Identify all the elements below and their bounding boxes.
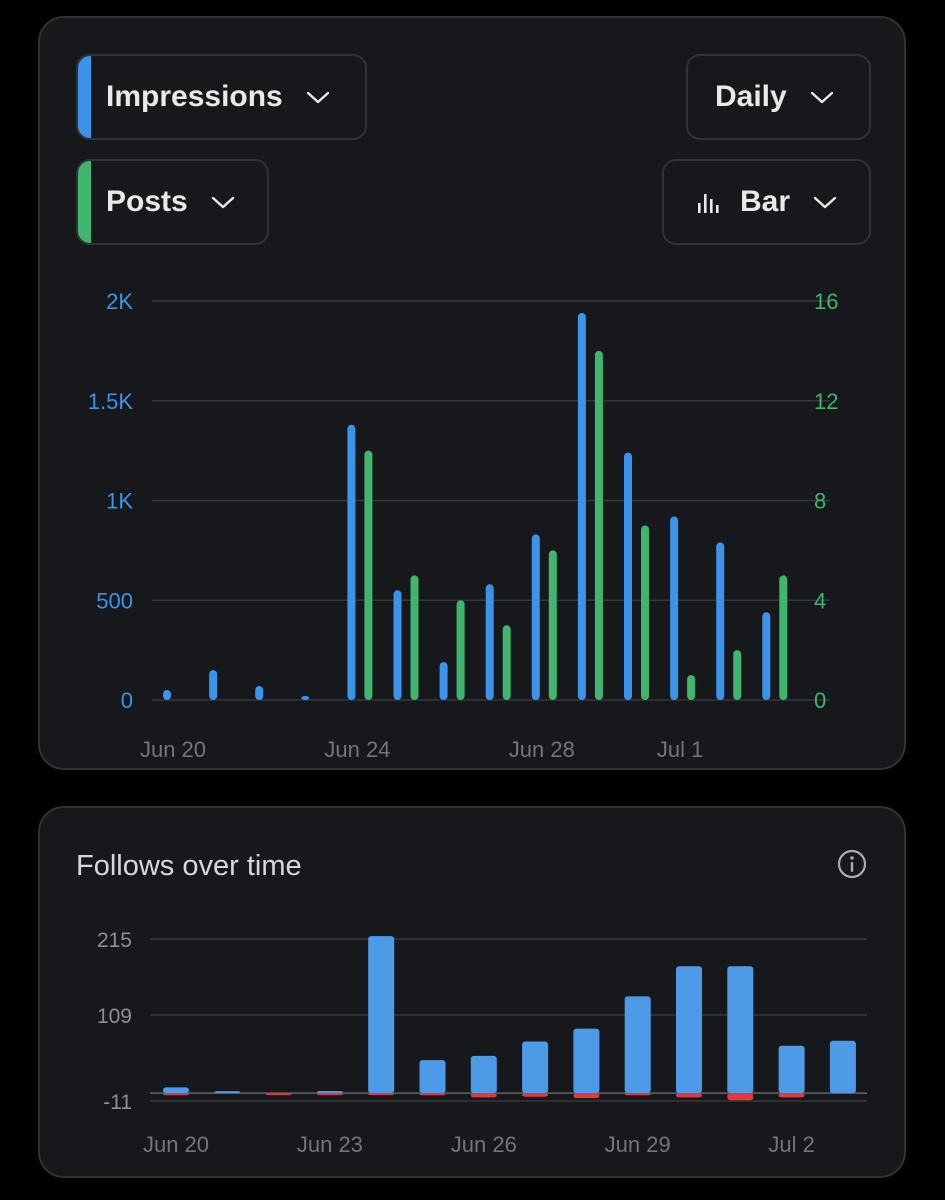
follows-bar — [676, 966, 702, 1094]
unfollows-bar — [368, 1093, 395, 1096]
x-axis-tick-label: Jun 20 — [140, 737, 206, 762]
x-axis-tick-label: Jun 29 — [605, 1132, 671, 1157]
impressions-bar — [255, 686, 264, 700]
posts-bar — [502, 625, 511, 700]
follows-chart: -11 109 215 Jun 20 Jun 23 Jun 26 Jun 29 Jul 2 — [97, 929, 867, 1157]
follows-bar — [368, 936, 395, 1094]
unfollows-bar — [163, 1093, 189, 1096]
x-axis-tick-label: Jul 1 — [657, 737, 703, 762]
metric1-color-swatch — [78, 56, 91, 138]
left-axis-tick-label: 2K — [106, 289, 133, 314]
impressions-bar — [762, 612, 771, 700]
x-axis-tick-label: Jul 2 — [768, 1132, 814, 1157]
impressions-bar — [531, 534, 540, 700]
impressions-bar — [624, 452, 632, 700]
impressions-bar — [670, 516, 679, 700]
follows-bar — [470, 1055, 497, 1094]
metric2-label: Posts — [106, 185, 188, 218]
chevron-down-icon — [305, 84, 331, 110]
follows-bar — [778, 1045, 805, 1094]
follows-bar — [522, 1041, 549, 1094]
impressions-bar — [577, 312, 586, 700]
unfollows-bar — [573, 1093, 600, 1099]
posts-bar — [779, 575, 788, 700]
impressions-bar — [347, 424, 356, 700]
metric1-label: Impressions — [106, 80, 283, 113]
unfollows-bar — [265, 1093, 292, 1096]
right-axis-tick-label: 12 — [814, 389, 838, 414]
impressions-bar — [716, 542, 725, 700]
unfollows-bar — [522, 1093, 549, 1097]
posts-bar — [456, 600, 465, 700]
right-axis-tick-label: 4 — [814, 588, 826, 613]
chevron-down-icon — [210, 189, 236, 215]
posts-bar — [641, 525, 649, 700]
x-axis-tick-label: Jun 26 — [451, 1132, 517, 1157]
impressions-bar — [209, 670, 218, 700]
chart-type-label: Bar — [740, 185, 791, 218]
period-label: Daily — [715, 80, 787, 113]
left-axis-tick-label: 0 — [121, 688, 133, 713]
unfollows-bar — [624, 1093, 651, 1096]
x-axis-tick-label: Jun 20 — [143, 1132, 209, 1157]
unfollows-bar — [727, 1093, 754, 1101]
left-axis-tick-label: 1K — [106, 489, 133, 514]
follows-card: Follows over time -11 109 215 Jun 20 Jun 23 J… — [38, 806, 906, 1178]
metric2-dropdown[interactable]: Posts — [76, 159, 269, 245]
unfollows-bar — [676, 1093, 702, 1098]
x-axis-tick-label: Jun 23 — [297, 1132, 363, 1157]
posts-bar — [594, 350, 603, 700]
chevron-down-icon — [812, 189, 838, 215]
unfollows-bar — [778, 1093, 805, 1098]
impressions-bar — [439, 662, 448, 700]
y-axis-tick-label: 215 — [97, 929, 132, 952]
chart-type-dropdown[interactable]: Bar — [662, 159, 871, 245]
info-icon[interactable] — [836, 848, 868, 880]
metric1-dropdown[interactable]: Impressions — [76, 54, 367, 140]
posts-bar — [364, 450, 373, 700]
chevron-down-icon — [809, 84, 835, 110]
follows-bar — [727, 966, 754, 1094]
follows-bar — [214, 1091, 241, 1094]
follows-bar — [316, 1090, 343, 1094]
x-axis-tick-label: Jun 28 — [509, 737, 575, 762]
follows-bar — [573, 1028, 600, 1094]
follows-title: Follows over time — [76, 850, 302, 882]
impressions-posts-chart: 0 0 500 4 1K 8 1.5K 12 2K 16 Jun 20 Jun 24 Jun 28 Jul… — [88, 289, 839, 762]
impressions-bar — [393, 590, 402, 700]
right-axis-tick-label: 0 — [814, 688, 826, 713]
x-axis-tick-label: Jun 24 — [324, 737, 390, 762]
posts-bar — [687, 675, 696, 700]
left-axis-tick-label: 500 — [96, 588, 133, 613]
right-axis-tick-label: 8 — [814, 489, 826, 514]
follows-bar — [829, 1040, 856, 1094]
unfollows-bar — [419, 1093, 446, 1096]
y-axis-tick-label: 109 — [97, 1005, 132, 1028]
follows-bar — [624, 996, 651, 1094]
impressions-bar — [485, 584, 494, 700]
y-axis-tick-label: -11 — [103, 1091, 132, 1114]
bar-chart-icon — [696, 189, 722, 215]
follows-bar — [419, 1060, 446, 1094]
posts-bar — [548, 550, 557, 700]
posts-bar — [410, 575, 419, 700]
left-axis-tick-label: 1.5K — [88, 389, 134, 414]
impressions-bar — [163, 690, 171, 700]
impressions-card: Impressions Daily Posts Bar — [38, 16, 906, 770]
unfollows-bar — [316, 1093, 343, 1096]
metric2-color-swatch — [78, 161, 91, 243]
posts-bar — [733, 650, 742, 700]
unfollows-bar — [470, 1093, 497, 1098]
follows-bar — [163, 1087, 189, 1094]
period-dropdown[interactable]: Daily — [686, 54, 871, 140]
impressions-bar — [301, 696, 310, 700]
right-axis-tick-label: 16 — [814, 289, 838, 314]
